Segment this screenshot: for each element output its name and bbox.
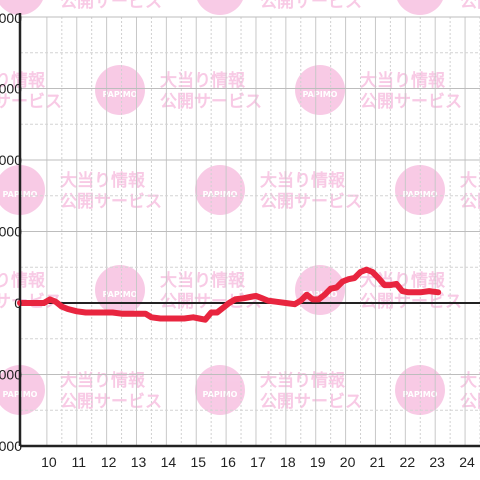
watermark-logo-circle — [295, 65, 345, 115]
watermark-logo-text: PAPIMO — [203, 390, 238, 399]
watermark-logo-circle — [0, 0, 43, 15]
watermark-line-1: 大当り情報 — [460, 370, 480, 391]
watermark-logo-text: PAPIMO — [103, 290, 138, 299]
y-tick-label: -3,000 — [0, 367, 22, 383]
watermark-logo-circle — [0, 165, 45, 215]
watermark-line-1: 大当り情報 — [0, 70, 46, 91]
tick-label-layer: -6,000 -3,000 0 3,000 6,000 9,000 12,000 10 11 12… — [0, 10, 475, 470]
y-tick-label: 12,000 — [0, 10, 22, 26]
x-tick-label: 19 — [310, 454, 326, 470]
watermark-line-1: 大当り情報 — [160, 270, 246, 291]
watermark-line-2: 公開サービス — [60, 0, 162, 12]
watermark-line-2: 公開サービス — [460, 392, 480, 412]
x-tick-label: 20 — [340, 454, 356, 470]
watermark-logo-circle — [0, 365, 45, 415]
watermark-line-2: 公開サービス — [60, 392, 162, 412]
series-layer — [17, 266, 442, 323]
y-tick-label: 0 — [14, 295, 22, 311]
watermark-line-2: 公開サービス — [360, 92, 462, 112]
x-tick-label: 24 — [459, 454, 475, 470]
watermark-line-1: 大当り情報 — [360, 70, 446, 91]
watermark-line-1: 大当り情報 — [260, 370, 346, 391]
x-tick-label: 10 — [41, 454, 57, 470]
x-tick-label: 11 — [71, 454, 86, 470]
x-tick-label: 12 — [101, 454, 117, 470]
x-tick-label: 14 — [161, 454, 177, 470]
watermark-line-1: 大当り情報 — [60, 370, 146, 391]
x-tick-label: 17 — [250, 454, 266, 470]
watermark-line-2: 公開サービス — [260, 0, 362, 12]
watermark-line-1: 大当り情報 — [60, 170, 146, 191]
watermark-line-2: 公開サービス — [260, 392, 362, 412]
watermark-line-1: 大当り情報 — [460, 170, 480, 191]
y-tick-label: 6,000 — [0, 152, 22, 168]
watermark-logo-circle — [195, 365, 245, 415]
watermark-logo-circle — [95, 65, 145, 115]
x-tick-label: 16 — [220, 454, 236, 470]
x-tick-label: 23 — [429, 454, 445, 470]
watermark-line-1: 大当り情報 — [0, 270, 46, 291]
x-tick-label: 22 — [400, 454, 416, 470]
axis-layer — [18, 13, 480, 448]
watermark-line-2: 公開サービス — [460, 0, 480, 12]
watermark-logo-circle — [397, 0, 443, 15]
watermark-line-2: 公開サービス — [260, 192, 362, 212]
y-tick-label: 9,000 — [0, 81, 22, 97]
y-tick-label: 3,000 — [0, 224, 22, 240]
watermark-logo-text: PAPIMO — [103, 90, 138, 99]
watermark-line-1: 大当り情報 — [160, 70, 246, 91]
grid-layer — [20, 16, 480, 447]
x-tick-label: 21 — [370, 454, 386, 470]
x-tick-label: 18 — [280, 454, 296, 470]
watermark-line-2: 公開サービス — [60, 192, 162, 212]
y-tick-label: -6,000 — [0, 438, 22, 454]
watermark-logo-circle — [195, 165, 245, 215]
watermark-logo-circle — [197, 0, 243, 15]
watermark-line-1: 大当り情報 — [260, 170, 346, 191]
watermark-logo-text: PAPIMO — [303, 90, 338, 99]
x-tick-label: 15 — [190, 454, 206, 470]
series-line-1 — [17, 266, 442, 323]
x-tick-label: 13 — [131, 454, 147, 470]
watermark-logo-text: PAPIMO — [203, 190, 238, 199]
watermark-line-2: 公開サービス — [460, 192, 480, 212]
